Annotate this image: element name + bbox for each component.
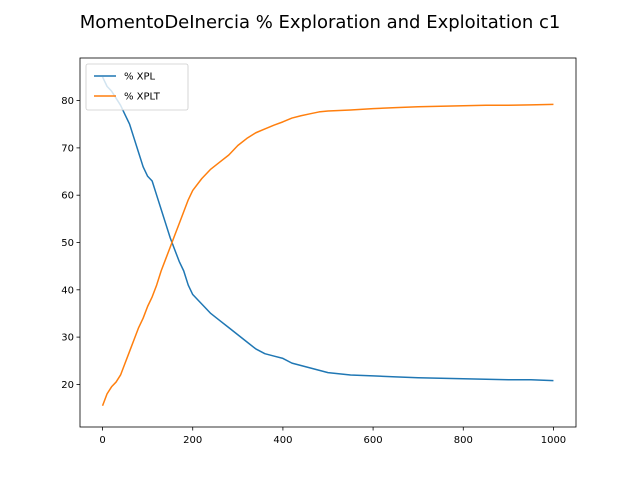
y-tick-label: 20 <box>61 380 74 391</box>
plot-frame <box>79 57 577 428</box>
series-line-2 <box>101 103 554 406</box>
series-line-1 <box>101 76 554 382</box>
y-tick-label: 40 <box>61 285 74 296</box>
legend-label-1: % XPL <box>124 72 156 83</box>
axes: 0 200 400 600 800 1000 20 30 40 50 60 70 80 <box>61 57 577 446</box>
y-tick-label: 50 <box>61 238 74 249</box>
x-tick-label: 600 <box>364 435 383 446</box>
x-tick-label: 800 <box>454 435 473 446</box>
y-tick-label: 70 <box>61 143 74 154</box>
y-tick-label: 80 <box>61 96 74 107</box>
x-tick-label: 400 <box>273 435 292 446</box>
y-tick-label: 30 <box>61 333 74 344</box>
x-tick-label: 200 <box>183 435 202 446</box>
y-tick-label: 60 <box>61 191 74 202</box>
chart-title: MomentoDeInercia % Exploration and Explo… <box>80 12 561 33</box>
plot-area <box>101 76 554 406</box>
legend: % XPL % XPLT <box>85 63 189 111</box>
x-tick-label: 1000 <box>541 435 566 446</box>
x-tick-label: 0 <box>99 435 105 446</box>
legend-label-2: % XPLT <box>124 92 161 103</box>
